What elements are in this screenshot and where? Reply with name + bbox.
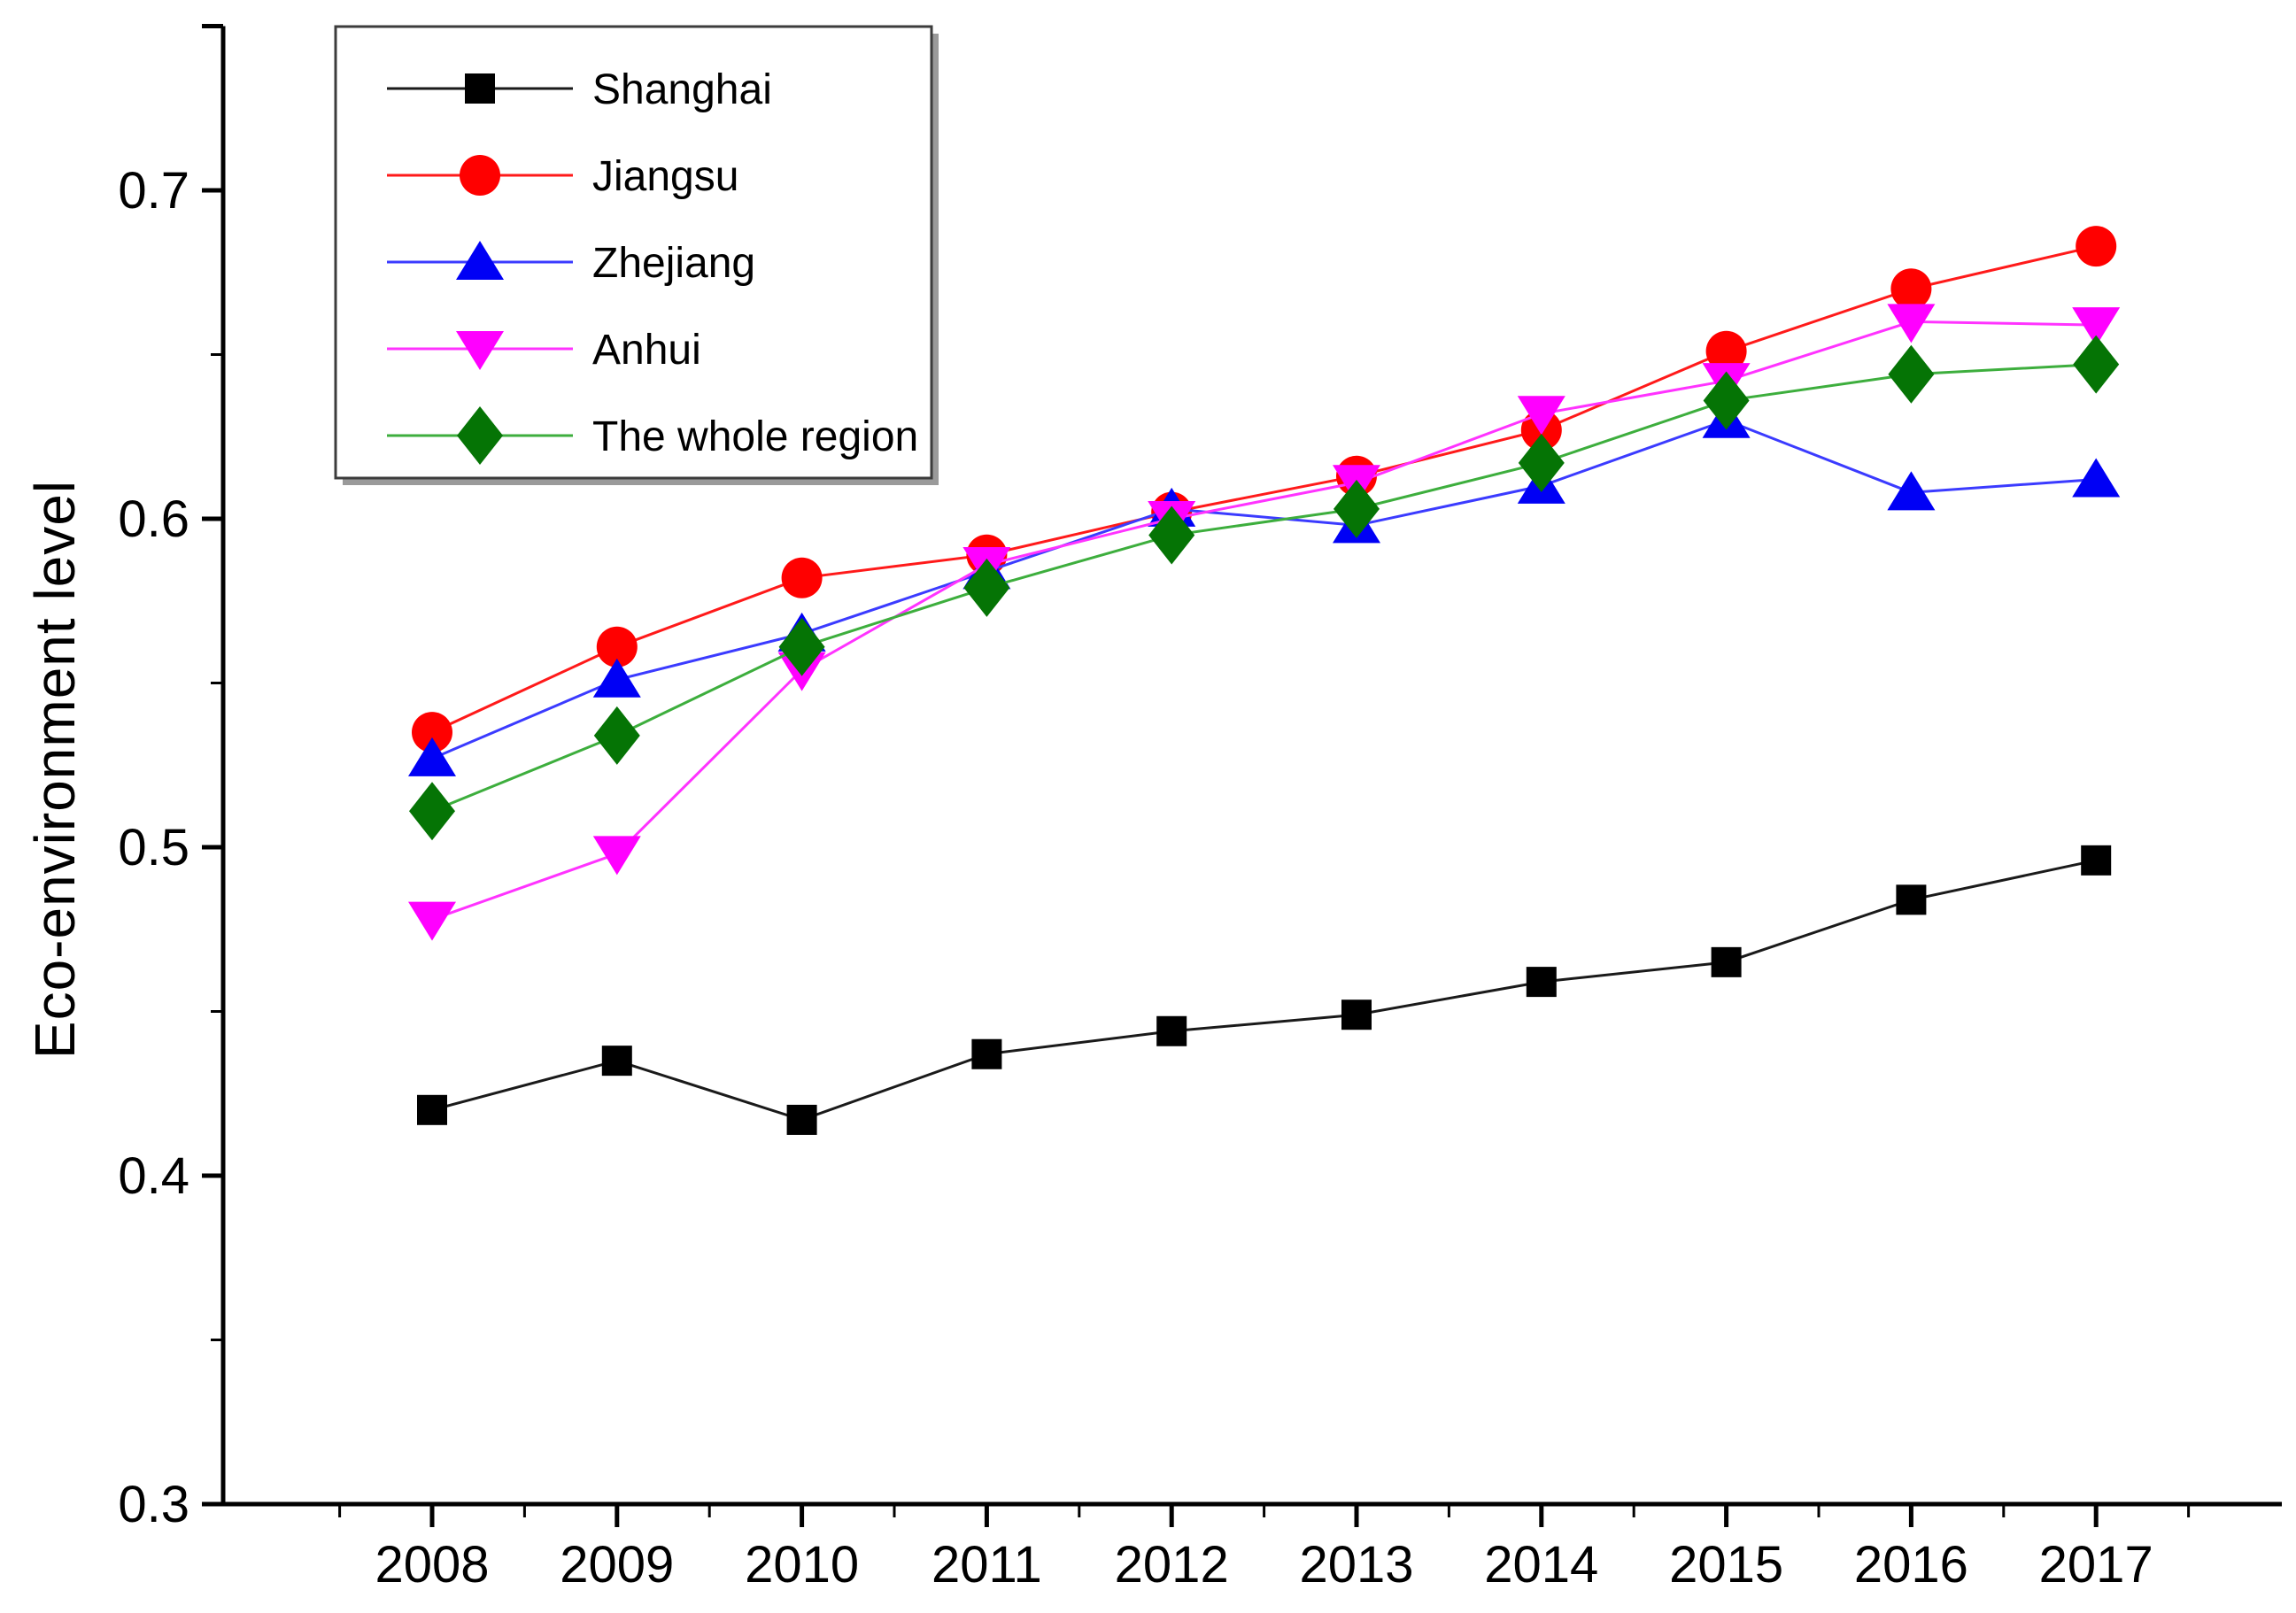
legend-label-jiangsu: Jiangsu [592, 153, 738, 200]
data-point-triangle-up [1887, 471, 1936, 511]
series-line-zhejiang [431, 419, 2097, 760]
data-point-square [971, 1038, 1002, 1069]
x-tick-label: 2014 [1484, 1536, 1598, 1594]
data-point-diamond [2073, 335, 2120, 394]
data-point-circle [781, 557, 823, 598]
data-point-square [786, 1104, 817, 1135]
data-point-square [1341, 999, 1372, 1030]
y-tick-label: 0.4 [118, 1147, 189, 1205]
legend-label-shanghai: Shanghai [592, 66, 772, 113]
y-tick-label: 0.6 [118, 490, 189, 548]
data-point-diamond [1334, 479, 1380, 538]
series-line-anhui [431, 320, 2097, 922]
data-point-circle [596, 626, 638, 668]
data-point-diamond [778, 617, 825, 676]
data-point-triangle-up [592, 658, 641, 698]
data-point-square [601, 1046, 632, 1077]
y-axis-title: Eco-environment level [23, 479, 87, 1060]
x-tick-label: 2008 [375, 1536, 489, 1594]
data-point-diamond [409, 782, 455, 841]
data-point-triangle-down [1887, 304, 1936, 343]
data-point-triangle-down [456, 331, 504, 370]
data-point-triangle-up [2072, 458, 2121, 498]
x-tick-label: 2015 [1669, 1536, 1783, 1594]
data-point-square [465, 73, 495, 104]
data-point-diamond [1148, 506, 1195, 565]
data-point-square [2081, 845, 2112, 876]
x-tick-label: 2009 [560, 1536, 674, 1594]
data-point-triangle-down [592, 836, 641, 876]
data-point-circle [1705, 330, 1747, 372]
series-line-jiangsu [431, 244, 2097, 734]
data-point-circle [460, 155, 500, 196]
data-point-triangle-down [2072, 307, 2121, 347]
data-point-diamond [1888, 344, 1935, 404]
y-tick-label: 0.5 [118, 819, 189, 876]
series-line-the-whole-region [431, 363, 2097, 813]
legend-label-anhui: Anhui [592, 327, 701, 374]
data-point-diamond [457, 406, 503, 465]
x-tick-label: 2016 [1854, 1536, 1968, 1594]
data-point-diamond [593, 706, 640, 765]
data-point-square [1156, 1015, 1187, 1046]
y-tick-label: 0.3 [118, 1476, 189, 1533]
data-point-square [1896, 884, 1927, 915]
data-point-triangle-down [408, 901, 456, 941]
legend-label-the-whole-region: The whole region [592, 413, 918, 460]
data-point-diamond [1703, 371, 1750, 430]
legend-label-zhejiang: Zhejiang [592, 240, 755, 287]
series-line-shanghai [431, 859, 2097, 1122]
data-point-square [417, 1094, 447, 1125]
data-point-square [1711, 946, 1742, 977]
legend-box [334, 25, 933, 480]
data-point-diamond [1518, 433, 1565, 492]
data-point-circle [1890, 268, 1932, 310]
x-tick-label: 2011 [932, 1536, 1042, 1594]
data-point-triangle-down [1517, 396, 1565, 436]
y-tick-label: 0.7 [118, 162, 189, 220]
data-point-diamond [963, 558, 1010, 617]
x-tick-label: 2012 [1115, 1536, 1229, 1594]
data-point-triangle-up [408, 737, 456, 776]
data-point-square [1526, 967, 1557, 998]
x-tick-label: 2017 [2039, 1536, 2153, 1594]
data-point-triangle-up [456, 241, 504, 280]
x-tick-label: 2010 [745, 1536, 859, 1594]
data-point-circle [2076, 226, 2117, 267]
data-point-circle [412, 712, 452, 753]
x-tick-label: 2013 [1299, 1536, 1413, 1594]
